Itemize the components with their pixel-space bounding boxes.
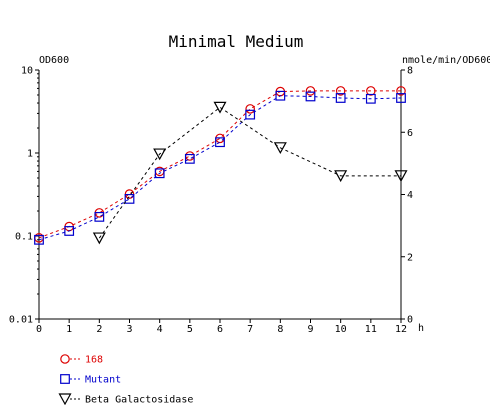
series-2-point	[92, 232, 106, 245]
x-tick-label: 1	[66, 324, 72, 335]
right-tick-label: 4	[407, 190, 413, 201]
series-2-point	[273, 142, 287, 155]
series-line-1	[38, 95, 402, 241]
x-tick-label: 4	[157, 324, 163, 335]
series-0-point	[396, 86, 406, 96]
legend-label-2: Beta Galactosidase	[85, 395, 193, 405]
right-tick-label: 6	[407, 128, 413, 139]
left-axis-label: OD600	[39, 55, 69, 66]
series-line-0	[38, 90, 401, 239]
left-tick-label: 0.1	[15, 232, 33, 243]
series-1-point	[305, 91, 316, 102]
chart-title: Minimal Medium	[169, 32, 304, 51]
right-tick-label: 8	[407, 66, 413, 77]
x-tick-label: 7	[247, 324, 253, 335]
series-1-point	[124, 193, 135, 204]
series-layer	[34, 86, 408, 245]
x-axis-label: h	[418, 323, 424, 334]
series-1-point	[34, 234, 44, 245]
series-1-point	[154, 168, 165, 179]
series-1-point	[215, 137, 225, 148]
x-tick-label: 10	[335, 324, 347, 335]
series-0-point	[185, 151, 195, 161]
legend: 168 Mutant Beta Galactosidase	[58, 354, 193, 405]
series-1-point	[365, 93, 376, 104]
x-tick-label: 3	[126, 324, 132, 335]
legend-marker-1	[60, 374, 70, 384]
legend-label-1: Mutant	[85, 375, 121, 386]
series-2-point	[153, 148, 167, 161]
series-0-point	[305, 86, 316, 96]
x-tick-label: 5	[187, 324, 193, 335]
series-0-point	[245, 104, 255, 114]
x-tick-label: 0	[36, 324, 42, 335]
series-1-point	[275, 90, 286, 101]
legend-marker-0	[60, 354, 70, 364]
series-2-point	[213, 101, 227, 114]
series-0-point	[335, 86, 346, 96]
right-tick-label: 0	[407, 315, 413, 326]
series-1-point	[396, 93, 406, 103]
x-tick-label: 12	[395, 324, 407, 335]
series-1-point	[94, 211, 105, 222]
series-1-point	[245, 109, 256, 120]
series-2-point	[334, 170, 348, 183]
series-1-point	[184, 153, 195, 164]
series-1-point	[335, 93, 346, 103]
legend-label-0: 168	[85, 355, 103, 366]
x-tick-label: 8	[277, 324, 283, 335]
x-tick-label: 9	[307, 324, 313, 335]
left-tick-label: 0.01	[9, 315, 33, 326]
x-tick-label: 2	[96, 324, 102, 335]
x-tick-label: 6	[217, 324, 223, 335]
series-0-point	[366, 86, 376, 96]
legend-marker-2	[58, 393, 72, 405]
right-axis-label: nmole/min/OD600	[402, 55, 490, 66]
series-1-point	[64, 226, 75, 236]
x-tick-label: 11	[365, 324, 377, 335]
series-line-2	[98, 106, 401, 239]
left-tick-label: 10	[21, 66, 33, 77]
left-tick-label: 1	[27, 149, 33, 160]
series-2-point	[394, 170, 408, 183]
right-tick-label: 2	[407, 252, 413, 263]
